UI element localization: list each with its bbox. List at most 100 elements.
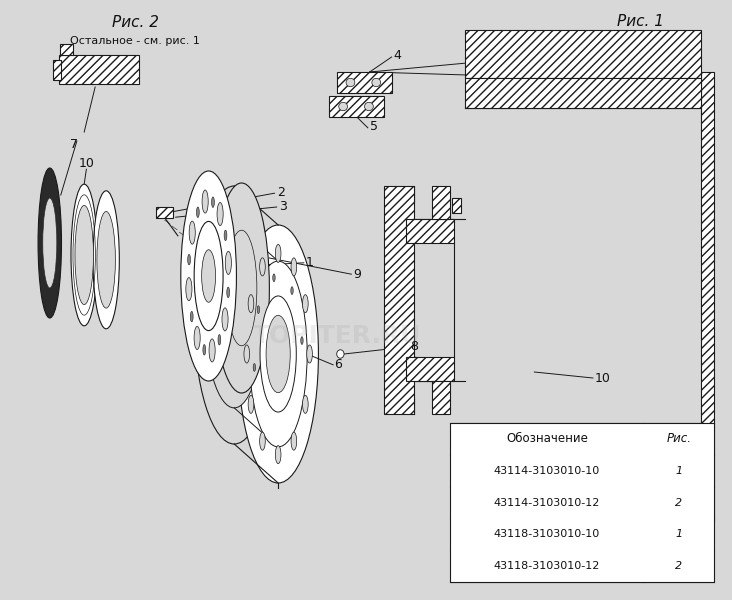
Text: 1: 1 — [675, 529, 682, 539]
Ellipse shape — [201, 250, 215, 302]
Ellipse shape — [186, 278, 192, 301]
Text: 7: 7 — [70, 137, 78, 151]
Ellipse shape — [196, 207, 199, 217]
Text: 5: 5 — [370, 120, 378, 133]
Ellipse shape — [97, 211, 116, 308]
Text: 3: 3 — [279, 200, 287, 213]
Ellipse shape — [266, 316, 290, 393]
Ellipse shape — [75, 205, 94, 305]
Ellipse shape — [225, 251, 231, 274]
Ellipse shape — [212, 197, 214, 208]
Bar — [59, 55, 139, 84]
Bar — [465, 108, 701, 492]
Text: 1: 1 — [675, 466, 682, 476]
Bar — [450, 423, 714, 582]
Ellipse shape — [301, 337, 303, 344]
Ellipse shape — [42, 198, 57, 288]
Ellipse shape — [217, 203, 223, 226]
Text: Обозначение: Обозначение — [506, 433, 588, 445]
Text: 8: 8 — [410, 340, 418, 353]
Ellipse shape — [275, 244, 281, 262]
Bar — [465, 492, 701, 522]
Ellipse shape — [181, 171, 236, 381]
Ellipse shape — [194, 186, 274, 444]
Ellipse shape — [216, 257, 253, 373]
Ellipse shape — [93, 191, 119, 329]
Ellipse shape — [273, 274, 275, 281]
Bar — [452, 198, 461, 213]
Ellipse shape — [218, 335, 221, 345]
Ellipse shape — [224, 230, 227, 241]
Text: TOPITER.RU: TOPITER.RU — [253, 324, 421, 348]
Text: 43114-3103010-10: 43114-3103010-10 — [494, 466, 600, 476]
Ellipse shape — [302, 395, 308, 413]
Ellipse shape — [275, 446, 281, 464]
Ellipse shape — [238, 225, 318, 483]
Ellipse shape — [194, 221, 223, 331]
Ellipse shape — [337, 350, 344, 358]
Text: 6: 6 — [335, 358, 343, 371]
Ellipse shape — [365, 103, 373, 110]
Ellipse shape — [253, 364, 255, 371]
Text: 4: 4 — [394, 49, 402, 62]
Bar — [53, 59, 61, 80]
Ellipse shape — [203, 344, 206, 355]
Ellipse shape — [257, 306, 260, 313]
Ellipse shape — [202, 190, 208, 213]
Text: 9: 9 — [353, 268, 361, 281]
Ellipse shape — [226, 230, 257, 346]
Ellipse shape — [244, 345, 250, 363]
Bar — [432, 186, 450, 219]
Ellipse shape — [346, 78, 355, 87]
Bar — [465, 522, 701, 570]
Ellipse shape — [187, 254, 190, 265]
Text: Остальное - см. рис. 1: Остальное - см. рис. 1 — [70, 36, 201, 46]
Text: 10: 10 — [79, 157, 95, 170]
Ellipse shape — [209, 339, 215, 362]
Ellipse shape — [260, 296, 296, 412]
Bar — [60, 44, 73, 55]
Ellipse shape — [307, 345, 313, 363]
Bar — [406, 357, 454, 381]
Ellipse shape — [189, 221, 195, 244]
Bar — [465, 30, 701, 78]
Ellipse shape — [260, 258, 265, 276]
Text: Рис.: Рис. — [666, 433, 691, 445]
Ellipse shape — [214, 183, 269, 393]
Text: 1: 1 — [306, 256, 314, 269]
Ellipse shape — [190, 311, 193, 322]
Ellipse shape — [38, 168, 61, 318]
Bar — [384, 186, 414, 414]
Ellipse shape — [227, 287, 230, 298]
Text: 2: 2 — [277, 186, 285, 199]
Bar — [337, 72, 392, 93]
Text: 43118-3103010-12: 43118-3103010-12 — [494, 561, 600, 571]
Ellipse shape — [249, 261, 307, 447]
Text: 43118-3103010-10: 43118-3103010-10 — [494, 529, 600, 539]
Ellipse shape — [372, 78, 381, 87]
Ellipse shape — [248, 395, 254, 413]
Bar — [329, 96, 384, 117]
Text: Рис. 1: Рис. 1 — [617, 13, 664, 28]
Text: 43114-3103010-12: 43114-3103010-12 — [494, 497, 600, 508]
Bar — [701, 72, 714, 522]
Text: 2: 2 — [675, 497, 682, 508]
Ellipse shape — [291, 258, 296, 276]
Text: 10: 10 — [595, 371, 611, 385]
Text: Рис. 2: Рис. 2 — [112, 16, 159, 31]
Bar — [156, 207, 173, 218]
Ellipse shape — [291, 287, 294, 295]
Bar — [406, 219, 454, 243]
Ellipse shape — [291, 432, 296, 450]
Ellipse shape — [260, 432, 265, 450]
Text: 2: 2 — [675, 561, 682, 571]
Ellipse shape — [339, 103, 348, 110]
Ellipse shape — [194, 326, 200, 349]
Ellipse shape — [302, 295, 308, 313]
Ellipse shape — [248, 295, 254, 313]
Ellipse shape — [205, 222, 264, 408]
Bar — [432, 381, 450, 414]
Bar — [465, 78, 701, 108]
Ellipse shape — [71, 184, 97, 326]
Ellipse shape — [222, 308, 228, 331]
